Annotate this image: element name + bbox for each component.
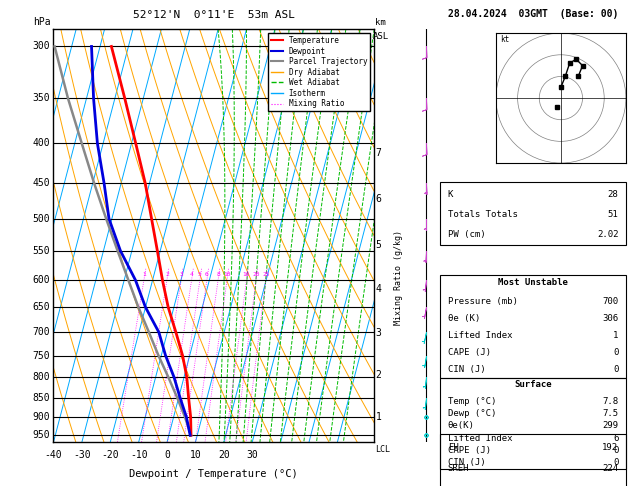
Text: Surface: Surface bbox=[515, 381, 552, 389]
Text: 20: 20 bbox=[252, 272, 260, 277]
Bar bbox=[440, 378, 626, 469]
Text: 16: 16 bbox=[243, 272, 250, 277]
Text: Most Unstable: Most Unstable bbox=[498, 278, 568, 287]
Text: Temp (°C): Temp (°C) bbox=[448, 397, 496, 406]
Text: 6: 6 bbox=[376, 194, 381, 204]
Text: 900: 900 bbox=[33, 412, 50, 422]
Text: 550: 550 bbox=[33, 246, 50, 256]
Text: CIN (J): CIN (J) bbox=[448, 458, 486, 468]
Text: 20: 20 bbox=[218, 450, 230, 460]
Text: 28.04.2024  03GMT  (Base: 00): 28.04.2024 03GMT (Base: 00) bbox=[448, 9, 618, 19]
Text: 30: 30 bbox=[247, 450, 258, 460]
Text: 500: 500 bbox=[33, 214, 50, 224]
Text: 3: 3 bbox=[179, 272, 183, 277]
Text: 600: 600 bbox=[33, 275, 50, 285]
Text: 2: 2 bbox=[376, 370, 381, 380]
Text: CAPE (J): CAPE (J) bbox=[448, 348, 491, 357]
Text: 10: 10 bbox=[223, 272, 231, 277]
Text: LCL: LCL bbox=[376, 445, 391, 453]
Text: 4: 4 bbox=[190, 272, 194, 277]
Text: km: km bbox=[375, 17, 386, 27]
Text: 28: 28 bbox=[608, 190, 618, 199]
Text: 52°12'N  0°11'E  53m ASL: 52°12'N 0°11'E 53m ASL bbox=[133, 10, 295, 20]
Text: Lifted Index: Lifted Index bbox=[448, 434, 512, 443]
Text: 1: 1 bbox=[142, 272, 146, 277]
Text: 450: 450 bbox=[33, 178, 50, 188]
Text: 300: 300 bbox=[33, 41, 50, 52]
Text: 650: 650 bbox=[33, 302, 50, 312]
Text: K: K bbox=[448, 190, 453, 199]
Text: -20: -20 bbox=[101, 450, 119, 460]
Text: 1: 1 bbox=[613, 331, 618, 340]
Text: 5: 5 bbox=[376, 240, 381, 250]
Text: 350: 350 bbox=[33, 93, 50, 104]
Text: 2.02: 2.02 bbox=[597, 230, 618, 240]
Text: Dewpoint / Temperature (°C): Dewpoint / Temperature (°C) bbox=[130, 469, 298, 479]
Text: Dewp (°C): Dewp (°C) bbox=[448, 409, 496, 418]
Text: Lifted Index: Lifted Index bbox=[448, 331, 512, 340]
Text: -40: -40 bbox=[45, 450, 62, 460]
Text: 224: 224 bbox=[603, 464, 618, 473]
Text: 6: 6 bbox=[205, 272, 209, 277]
Text: CIN (J): CIN (J) bbox=[448, 365, 486, 374]
Text: 8: 8 bbox=[216, 272, 220, 277]
Text: 192: 192 bbox=[603, 443, 618, 451]
Text: PW (cm): PW (cm) bbox=[448, 230, 486, 240]
Text: 5: 5 bbox=[198, 272, 202, 277]
Text: EH: EH bbox=[448, 443, 459, 451]
Text: -30: -30 bbox=[73, 450, 91, 460]
Text: 700: 700 bbox=[33, 327, 50, 337]
Text: hPa: hPa bbox=[33, 17, 50, 27]
Text: kt: kt bbox=[500, 35, 509, 44]
Text: 51: 51 bbox=[608, 210, 618, 219]
Text: θe (K): θe (K) bbox=[448, 314, 480, 323]
Text: 950: 950 bbox=[33, 430, 50, 440]
Text: 4: 4 bbox=[376, 284, 381, 294]
Text: 7.8: 7.8 bbox=[603, 397, 618, 406]
Text: 750: 750 bbox=[33, 350, 50, 361]
Text: 800: 800 bbox=[33, 372, 50, 382]
Text: 3: 3 bbox=[376, 328, 381, 338]
Text: 299: 299 bbox=[603, 421, 618, 431]
Text: 25: 25 bbox=[262, 272, 269, 277]
Text: 700: 700 bbox=[603, 296, 618, 306]
Text: 0: 0 bbox=[613, 446, 618, 455]
Bar bbox=[440, 276, 626, 378]
Text: 0: 0 bbox=[164, 450, 170, 460]
Bar bbox=[440, 434, 626, 486]
Text: Pressure (mb): Pressure (mb) bbox=[448, 296, 518, 306]
Text: 850: 850 bbox=[33, 393, 50, 403]
Text: SREH: SREH bbox=[448, 464, 469, 473]
Text: 306: 306 bbox=[603, 314, 618, 323]
Text: -10: -10 bbox=[130, 450, 147, 460]
Text: 0: 0 bbox=[613, 458, 618, 468]
Text: 0: 0 bbox=[613, 348, 618, 357]
Text: 7: 7 bbox=[376, 148, 381, 157]
Legend: Temperature, Dewpoint, Parcel Trajectory, Dry Adiabat, Wet Adiabat, Isotherm, Mi: Temperature, Dewpoint, Parcel Trajectory… bbox=[268, 33, 370, 111]
Text: 2: 2 bbox=[165, 272, 169, 277]
Text: CAPE (J): CAPE (J) bbox=[448, 446, 491, 455]
Text: Mixing Ratio (g/kg): Mixing Ratio (g/kg) bbox=[394, 229, 403, 325]
Text: θe(K): θe(K) bbox=[448, 421, 475, 431]
Text: 400: 400 bbox=[33, 139, 50, 149]
Text: 7.5: 7.5 bbox=[603, 409, 618, 418]
Text: 6: 6 bbox=[613, 434, 618, 443]
Text: 0: 0 bbox=[613, 365, 618, 374]
Text: 10: 10 bbox=[189, 450, 201, 460]
Bar bbox=[440, 182, 626, 245]
Text: ASL: ASL bbox=[372, 32, 389, 41]
Text: 1: 1 bbox=[376, 412, 381, 422]
Text: Totals Totals: Totals Totals bbox=[448, 210, 518, 219]
